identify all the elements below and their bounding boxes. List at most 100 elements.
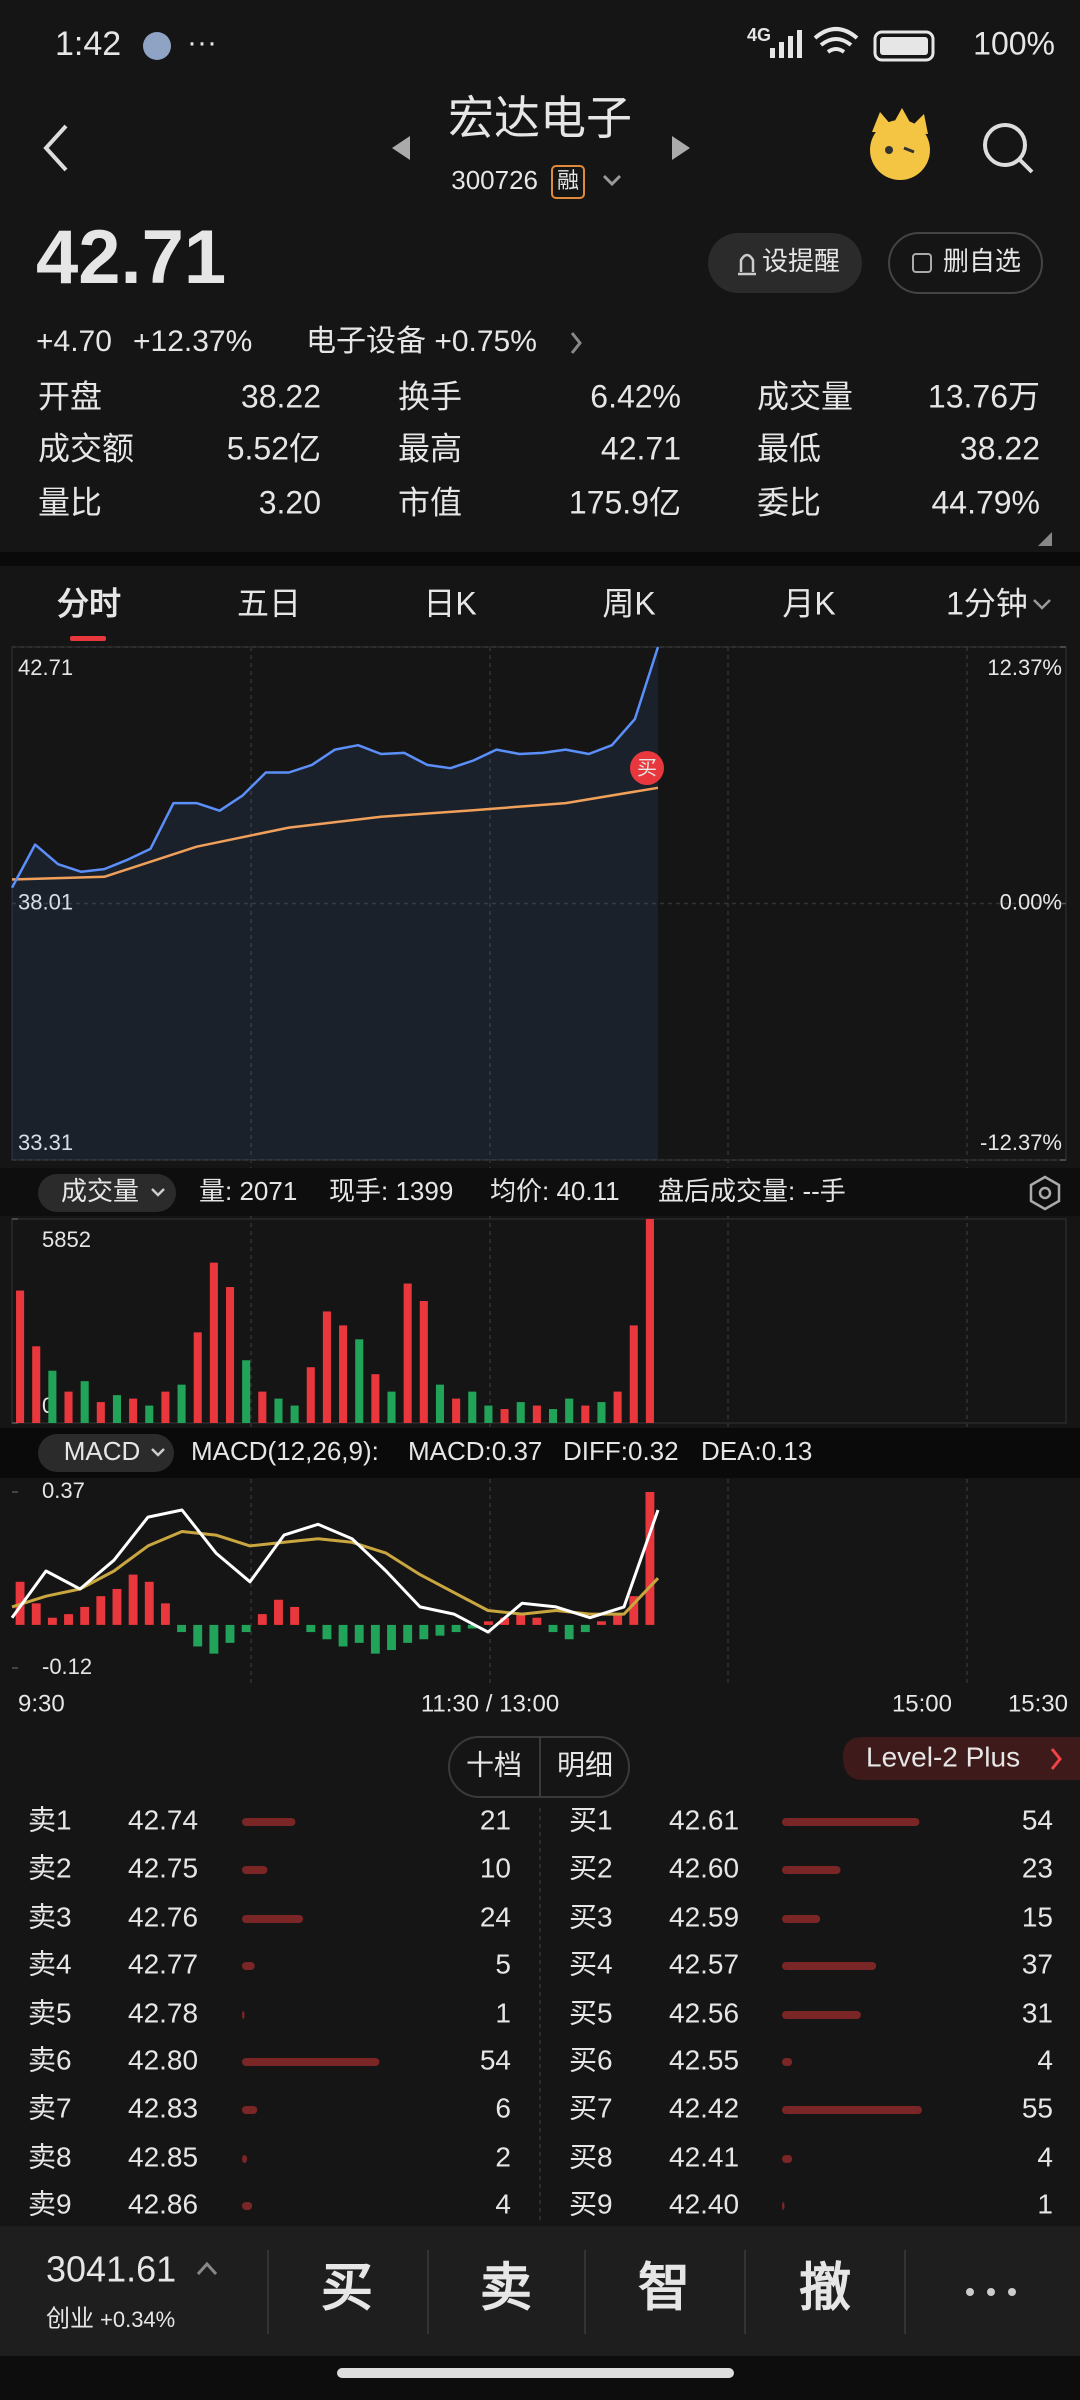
alert-button[interactable] <box>708 233 862 293</box>
bar <box>468 1391 477 1423</box>
book-qty: 54 <box>480 2044 511 2075</box>
status-network: 4G <box>747 25 771 45</box>
cancel-button[interactable]: 撤 <box>799 2260 851 2318</box>
bar <box>161 1391 170 1423</box>
bar <box>96 1402 105 1423</box>
search-button[interactable] <box>983 123 1027 167</box>
buy-button[interactable]: 买 <box>321 2260 373 2318</box>
battery-icon <box>873 30 935 62</box>
y2-tick-label: 12.37% <box>987 655 1062 680</box>
chart-tab[interactable]: 五日 <box>237 585 301 621</box>
volume-dropdown[interactable] <box>38 1174 176 1212</box>
book-label: 买7 <box>569 2092 613 2123</box>
bottom-bar <box>0 2226 1080 2356</box>
settings-button[interactable] <box>1029 1175 1061 1211</box>
bar <box>290 1606 300 1625</box>
index-expand[interactable] <box>196 2261 218 2276</box>
bar <box>548 1624 558 1633</box>
bar <box>209 1262 218 1423</box>
smart-button[interactable]: 智 <box>638 2260 690 2318</box>
bar <box>225 1624 235 1643</box>
stat-label: 最高 <box>398 430 462 466</box>
stat-label: 成交量 <box>757 378 853 414</box>
stat-value: 38.22 <box>241 378 321 414</box>
dropdown-arrow <box>151 1188 165 1197</box>
book-qty: 2 <box>495 2141 511 2172</box>
bar <box>370 1624 380 1654</box>
bar <box>500 1617 510 1625</box>
book-bar <box>782 1962 877 1970</box>
bar <box>564 1624 574 1640</box>
bar <box>387 1391 396 1423</box>
bar <box>145 1405 154 1423</box>
remove-watch-button[interactable] <box>888 232 1043 294</box>
book-qty: 4 <box>1037 2044 1053 2075</box>
chart-tab[interactable]: 周K <box>602 585 655 621</box>
bar <box>112 1588 122 1625</box>
bar <box>532 1617 542 1625</box>
y-tick-label: -0.12 <box>42 1654 92 1679</box>
search-handle <box>1018 158 1034 174</box>
bar <box>403 1283 412 1423</box>
book-price: 42.83 <box>128 2092 198 2123</box>
sector[interactable]: 电子设备 +0.75% <box>306 325 537 358</box>
book-tab[interactable]: 十档 <box>466 1749 522 1780</box>
book-price: 42.40 <box>669 2188 739 2219</box>
next-stock[interactable] <box>672 136 690 160</box>
stock-code: 300726 <box>451 165 538 195</box>
bar <box>613 1391 622 1423</box>
buy-marker[interactable] <box>630 751 664 785</box>
book-price: 42.76 <box>128 1901 198 1932</box>
book-price: 42.59 <box>669 1901 739 1932</box>
macd-dropdown-text: MACD <box>64 1436 141 1466</box>
price-change: +4.70 <box>36 325 112 358</box>
price-area <box>12 647 658 1160</box>
line <box>11 786 659 881</box>
back-button[interactable] <box>43 124 68 172</box>
book-label: 买3 <box>569 1901 613 1932</box>
macd-dropdown[interactable] <box>38 1434 174 1472</box>
bar <box>516 1614 526 1625</box>
chart-tab[interactable]: 分时 <box>57 585 121 621</box>
expand-corner[interactable] <box>1038 532 1052 546</box>
bar <box>484 1405 493 1423</box>
y2-tick-label: -12.37% <box>980 1130 1062 1155</box>
bar <box>322 1311 331 1423</box>
book-label: 买9 <box>569 2188 613 2219</box>
bar <box>629 1596 639 1625</box>
stat-value: 6.42% <box>590 378 681 414</box>
book-price: 42.55 <box>669 2044 739 2075</box>
code-dropdown[interactable] <box>602 174 622 187</box>
chart-tab[interactable]: 月K <box>782 585 835 621</box>
index-value[interactable]: 3041.61 <box>46 2249 176 2290</box>
book-bar <box>782 1818 920 1826</box>
bar <box>322 1624 332 1640</box>
bar <box>80 1381 89 1423</box>
book-bar <box>242 1866 268 1874</box>
avatar[interactable] <box>870 108 930 180</box>
x-tick-label: 15:30 <box>1008 1690 1068 1717</box>
bar <box>629 1325 638 1423</box>
book-bar <box>242 2011 245 2019</box>
volume-info-band <box>0 1168 1080 1216</box>
alert-text: 设提醒 <box>762 246 840 276</box>
bar <box>500 1409 509 1423</box>
book-bar <box>782 2106 922 2114</box>
bar <box>257 1614 267 1625</box>
book-tab[interactable]: 明细 <box>557 1749 613 1780</box>
bar <box>128 1574 138 1625</box>
prev-stock[interactable] <box>392 136 410 160</box>
more-button[interactable] <box>966 2288 1016 2296</box>
book-price: 42.86 <box>128 2188 198 2219</box>
book-bar <box>242 2106 258 2114</box>
battery-text: 100% <box>973 25 1055 61</box>
book-price: 42.56 <box>669 1997 739 2028</box>
bar <box>129 1398 138 1423</box>
chart-tab[interactable]: 1分钟 <box>946 585 1028 621</box>
sell-button[interactable]: 卖 <box>480 2260 532 2318</box>
level2-badge[interactable] <box>843 1737 1080 1780</box>
chart-tab[interactable]: 日K <box>423 585 476 621</box>
